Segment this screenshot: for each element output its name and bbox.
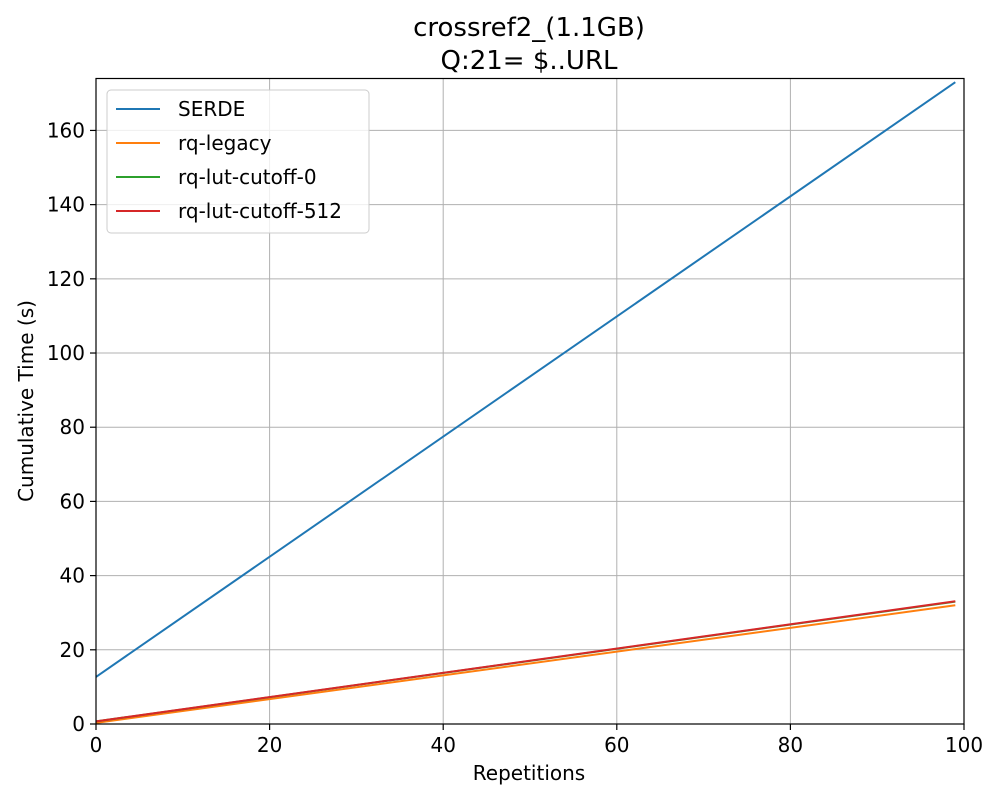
y-tick-label: 120 [47,267,85,291]
plot-area-frame [95,77,965,725]
legend: SERDE rq-legacy rq-lut-cutoff-0 rq-lut-cuto… [106,89,370,234]
y-tick-label: 40 [60,564,85,588]
x-tick-label: 60 [604,733,629,757]
y-axis-label: Cumulative Time (s) [14,300,38,502]
x-tick-label: 100 [945,733,983,757]
series-line-rq-legacy [95,604,956,724]
y-tick-label: 0 [72,712,85,736]
y-tick-label: 100 [47,341,85,365]
legend-label-rq-legacy: rq-legacy [178,131,272,155]
series-line-serde [95,81,956,678]
y-tick-label: 60 [60,489,85,513]
legend-frame [106,89,370,234]
y-tick-label: 140 [47,193,85,217]
chart-subtitle: Q:21= $..URL [440,46,618,76]
series-lines [95,81,956,724]
ticks: 0 20 40 60 80 100 0 20 40 60 80 100 120 140 160 [47,118,983,757]
legend-label-rq-lut-cutoff-0: rq-lut-cutoff-0 [178,165,317,189]
chart-title: crossref2_(1.1GB) [413,13,645,43]
y-tick-label: 160 [47,118,85,142]
x-axis-label: Repetitions [473,761,585,785]
legend-label-rq-lut-cutoff-512: rq-lut-cutoff-512 [178,199,342,223]
x-tick-label: 80 [778,733,803,757]
x-tick-label: 20 [257,733,282,757]
legend-label-serde: SERDE [178,97,245,121]
x-tick-label: 40 [430,733,455,757]
y-tick-label: 20 [60,638,85,662]
y-tick-label: 80 [60,415,85,439]
series-line-rq-lut-cutoff-512 [95,600,956,723]
x-tick-label: 0 [90,733,103,757]
